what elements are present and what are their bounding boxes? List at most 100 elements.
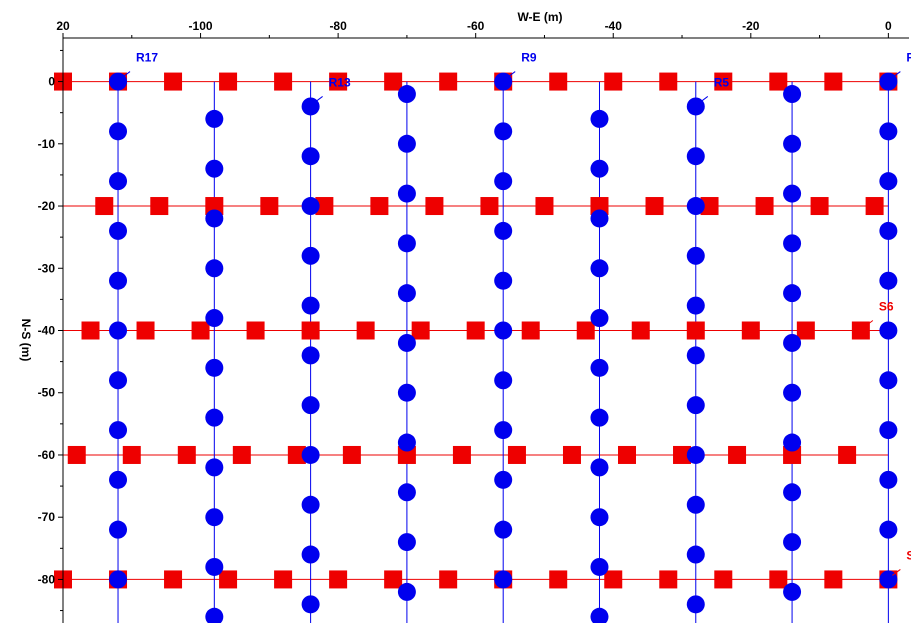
- receiver-point: [783, 433, 802, 452]
- y-tick-label: 0: [48, 75, 55, 89]
- receiver-point: [879, 470, 898, 489]
- source-point: [219, 72, 238, 91]
- receiver-point: [494, 520, 513, 539]
- receiver-point: [879, 172, 898, 191]
- source-point: [329, 72, 348, 91]
- receiver-point: [783, 284, 802, 303]
- receiver-point: [783, 234, 802, 253]
- receiver-point: [397, 85, 416, 104]
- receiver-point: [590, 309, 609, 328]
- receiver-point: [205, 458, 224, 477]
- annotation-label: S6: [879, 300, 894, 314]
- receiver-point: [301, 346, 320, 365]
- x-tick-label: 20: [56, 19, 70, 33]
- source-point: [562, 445, 581, 464]
- receiver-point: [783, 483, 802, 502]
- source-point: [191, 321, 210, 340]
- source-point: [260, 197, 279, 216]
- source-point: [769, 570, 788, 589]
- receiver-point: [494, 371, 513, 390]
- source-point: [604, 570, 623, 589]
- receiver-point: [686, 296, 705, 315]
- source-point: [246, 321, 265, 340]
- annotation-leader: [506, 71, 516, 78]
- receiver-point: [590, 209, 609, 228]
- y-tick-label: -30: [38, 261, 56, 275]
- receiver-point: [109, 122, 128, 141]
- receiver-point: [301, 296, 320, 315]
- receiver-point: [205, 508, 224, 527]
- receiver-point: [205, 109, 224, 128]
- receiver-point: [879, 221, 898, 240]
- receiver-point: [494, 421, 513, 440]
- source-point: [384, 72, 403, 91]
- receiver-point: [494, 470, 513, 489]
- y-tick-label: -10: [38, 137, 56, 151]
- source-point: [439, 570, 458, 589]
- x-axis-title: W-E (m): [517, 10, 562, 24]
- receiver-point: [301, 396, 320, 415]
- receiver-point: [109, 321, 128, 340]
- source-point: [466, 321, 485, 340]
- receiver-point: [494, 271, 513, 290]
- receiver-point: [397, 533, 416, 552]
- receiver-point: [494, 570, 513, 589]
- receiver-point: [301, 147, 320, 166]
- receiver-point: [109, 570, 128, 589]
- x-tick-label: -60: [467, 19, 485, 33]
- source-point: [164, 570, 183, 589]
- source-point: [301, 321, 320, 340]
- y-tick-label: -80: [38, 572, 56, 586]
- receiver-point: [879, 520, 898, 539]
- receiver-point: [301, 246, 320, 265]
- source-point: [439, 72, 458, 91]
- source-point: [645, 197, 664, 216]
- receiver-point: [686, 595, 705, 614]
- receiver-point: [205, 607, 224, 623]
- receiver-point: [397, 134, 416, 153]
- source-point: [67, 445, 86, 464]
- source-point: [274, 570, 293, 589]
- receiver-point: [494, 172, 513, 191]
- receiver-point: [205, 358, 224, 377]
- source-point: [329, 570, 348, 589]
- x-tick-label: -80: [329, 19, 347, 33]
- y-tick-label: -20: [38, 199, 56, 213]
- receiver-point: [783, 533, 802, 552]
- receiver-point: [205, 557, 224, 576]
- source-point: [507, 445, 526, 464]
- receiver-point: [686, 396, 705, 415]
- receiver-point: [109, 172, 128, 191]
- receiver-point: [397, 383, 416, 402]
- receiver-point: [109, 421, 128, 440]
- annotation-label: R9: [521, 51, 537, 65]
- source-point: [177, 445, 196, 464]
- y-tick-label: -40: [38, 324, 56, 338]
- source-point: [81, 321, 100, 340]
- annotation-leader: [121, 71, 131, 78]
- receiver-point: [879, 371, 898, 390]
- source-point: [287, 445, 306, 464]
- source-point: [686, 321, 705, 340]
- receiver-point: [301, 445, 320, 464]
- x-tick-label: -20: [742, 19, 760, 33]
- receiver-point: [590, 358, 609, 377]
- source-point: [824, 570, 843, 589]
- source-point: [397, 445, 416, 464]
- receiver-point: [590, 508, 609, 527]
- receiver-point: [783, 333, 802, 352]
- source-point: [219, 570, 238, 589]
- source-point: [673, 445, 692, 464]
- source-point: [755, 197, 774, 216]
- receiver-point: [397, 582, 416, 601]
- receiver-point: [397, 184, 416, 203]
- receiver-point: [109, 221, 128, 240]
- receiver-point: [879, 421, 898, 440]
- y-axis-title: N-S (m): [19, 319, 33, 362]
- receiver-point: [783, 134, 802, 153]
- source-point: [274, 72, 293, 91]
- receiver-point: [879, 321, 898, 340]
- source-point: [164, 72, 183, 91]
- source-point: [521, 321, 540, 340]
- receiver-point: [783, 383, 802, 402]
